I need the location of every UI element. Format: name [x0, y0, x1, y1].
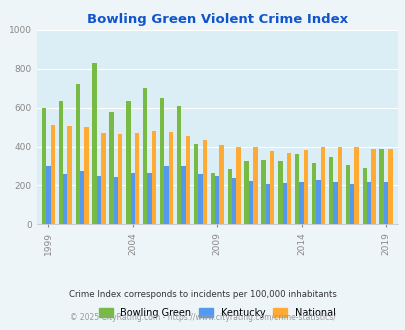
Bar	[92, 63, 96, 224]
Bar	[164, 166, 168, 224]
Bar	[345, 165, 349, 224]
Bar	[193, 144, 198, 224]
Text: Crime Index corresponds to incidents per 100,000 inhabitants: Crime Index corresponds to incidents per…	[69, 290, 336, 299]
Bar	[303, 150, 307, 224]
Bar	[244, 161, 248, 224]
Bar	[269, 151, 274, 224]
Bar	[151, 131, 156, 224]
Bar	[294, 154, 299, 224]
Bar	[320, 147, 324, 224]
Bar	[311, 163, 315, 224]
Bar	[147, 173, 151, 224]
Bar	[282, 182, 286, 224]
Bar	[210, 173, 215, 224]
Bar	[75, 84, 80, 224]
Text: © 2025 CityRating.com - https://www.cityrating.com/crime-statistics/: © 2025 CityRating.com - https://www.city…	[70, 313, 335, 322]
Bar	[387, 149, 392, 224]
Bar	[231, 178, 236, 224]
Bar	[333, 182, 337, 224]
Bar	[202, 140, 207, 224]
Title: Bowling Green Violent Crime Index: Bowling Green Violent Crime Index	[86, 13, 347, 26]
Bar	[253, 148, 257, 224]
Bar	[84, 127, 89, 224]
Bar	[101, 133, 105, 224]
Bar	[126, 101, 130, 224]
Bar	[109, 113, 113, 224]
Bar	[299, 182, 303, 224]
Bar	[277, 161, 282, 224]
Bar	[227, 169, 231, 224]
Bar	[248, 181, 253, 224]
Bar	[349, 183, 354, 224]
Bar	[51, 125, 55, 224]
Bar	[118, 134, 122, 224]
Bar	[181, 166, 185, 224]
Legend: Bowling Green, Kentucky, National: Bowling Green, Kentucky, National	[96, 305, 337, 321]
Bar	[67, 126, 72, 224]
Bar	[42, 108, 46, 224]
Bar	[261, 160, 265, 224]
Bar	[177, 106, 181, 224]
Bar	[328, 157, 333, 224]
Bar	[219, 145, 223, 224]
Bar	[337, 148, 341, 224]
Bar	[160, 98, 164, 224]
Bar	[215, 176, 219, 224]
Bar	[354, 147, 358, 224]
Bar	[58, 101, 63, 224]
Bar	[315, 180, 320, 224]
Bar	[286, 153, 291, 224]
Bar	[96, 176, 101, 224]
Bar	[80, 171, 84, 224]
Bar	[366, 182, 371, 224]
Bar	[143, 88, 147, 224]
Bar	[46, 166, 51, 224]
Bar	[236, 148, 240, 224]
Bar	[198, 174, 202, 224]
Bar	[265, 184, 269, 224]
Bar	[113, 177, 118, 224]
Bar	[185, 136, 190, 224]
Bar	[63, 174, 67, 224]
Bar	[379, 149, 383, 224]
Bar	[134, 133, 139, 224]
Bar	[168, 132, 173, 224]
Bar	[371, 149, 375, 224]
Bar	[130, 173, 134, 224]
Bar	[383, 182, 387, 224]
Bar	[362, 168, 366, 224]
